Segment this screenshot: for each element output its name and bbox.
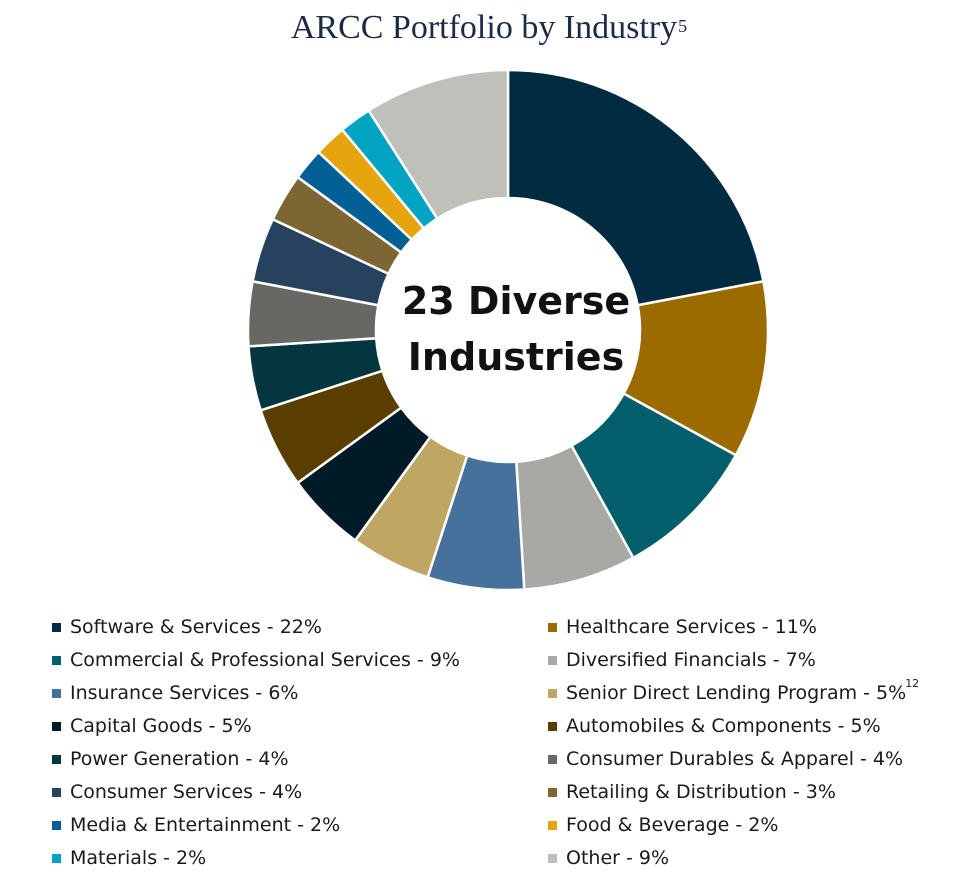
legend-item: Software & Services - 22% — [52, 612, 322, 642]
legend-label: Consumer Durables & Apparel - 4% — [566, 748, 904, 770]
legend-swatch — [548, 820, 557, 830]
legend-label: Food & Beverage - 2% — [566, 814, 779, 836]
legend-item: Materials - 2% — [52, 843, 206, 873]
legend-item: Senior Direct Lending Program - 5% 12 — [548, 676, 920, 708]
legend-swatch — [548, 853, 557, 863]
legend-swatch — [548, 688, 557, 698]
center-label-line2: Industries — [408, 335, 624, 379]
chart-title: ARCC Portfolio by Industry5 — [0, 8, 978, 48]
legend-label: Materials - 2% — [70, 847, 207, 869]
legend-label: Capital Goods - 5% — [70, 715, 252, 737]
legend-label: Other - 9% — [566, 847, 670, 869]
legend-swatch — [548, 754, 557, 764]
donut-chart: 23 Diverse Industries — [246, 68, 770, 592]
legend-item: Insurance Services - 6% — [52, 678, 298, 708]
legend-item: Power Generation - 4% — [52, 744, 289, 774]
legend-swatch — [52, 754, 61, 764]
legend-item: Commercial & Professional Services - 9% — [52, 645, 460, 675]
legend-item: Diversified Financials - 7% — [548, 645, 816, 675]
legend-label: Retailing & Distribution - 3% — [566, 781, 836, 803]
legend-swatch — [52, 655, 61, 665]
legend-label: Power Generation - 4% — [70, 748, 289, 770]
donut-slice-other — [366, 68, 510, 221]
legend-label: Media & Entertainment - 2% — [70, 814, 341, 836]
legend-swatch — [52, 853, 61, 863]
center-label-line1: 23 Diverse — [402, 279, 630, 323]
legend-item: Other - 9% — [548, 843, 669, 873]
legend-item: Food & Beverage - 2% — [548, 810, 778, 840]
legend-swatch — [52, 787, 61, 797]
legend-swatch — [548, 721, 557, 731]
chart-title-text: ARCC Portfolio by Industry — [290, 9, 678, 46]
donut-slices — [246, 68, 770, 592]
legend-item: Capital Goods - 5% — [52, 711, 252, 741]
legend-label: Commercial & Professional Services - 9% — [70, 649, 460, 671]
donut-slice-software-services — [506, 68, 765, 307]
legend-item: Retailing & Distribution - 3% — [548, 777, 836, 807]
legend-footnote: 12 — [905, 676, 920, 690]
legend-label: Software & Services - 22% — [70, 616, 322, 638]
chart-legend: Software & Services - 22% Healthcare Serv… — [0, 612, 978, 882]
legend-label: Automobiles & Components - 5% — [566, 715, 881, 737]
legend-label: Senior Direct Lending Program - 5% — [566, 682, 907, 704]
legend-item: Media & Entertainment - 2% — [52, 810, 340, 840]
legend-swatch — [52, 721, 61, 731]
legend-swatch — [548, 622, 557, 632]
legend-item: Automobiles & Components - 5% — [548, 711, 881, 741]
chart-title-footnote: 5 — [678, 16, 688, 36]
legend-swatch — [548, 655, 557, 665]
legend-swatch — [52, 820, 61, 830]
legend-item: Consumer Durables & Apparel - 4% — [548, 744, 903, 774]
legend-swatch — [52, 622, 61, 632]
legend-item: Healthcare Services - 11% — [548, 612, 817, 642]
legend-item: Consumer Services - 4% — [52, 777, 302, 807]
legend-label: Insurance Services - 6% — [70, 682, 299, 704]
legend-swatch — [52, 688, 61, 698]
legend-swatch — [548, 787, 557, 797]
legend-label: Healthcare Services - 11% — [566, 616, 817, 638]
legend-label: Consumer Services - 4% — [70, 781, 303, 803]
legend-label: Diversified Financials - 7% — [566, 649, 816, 671]
